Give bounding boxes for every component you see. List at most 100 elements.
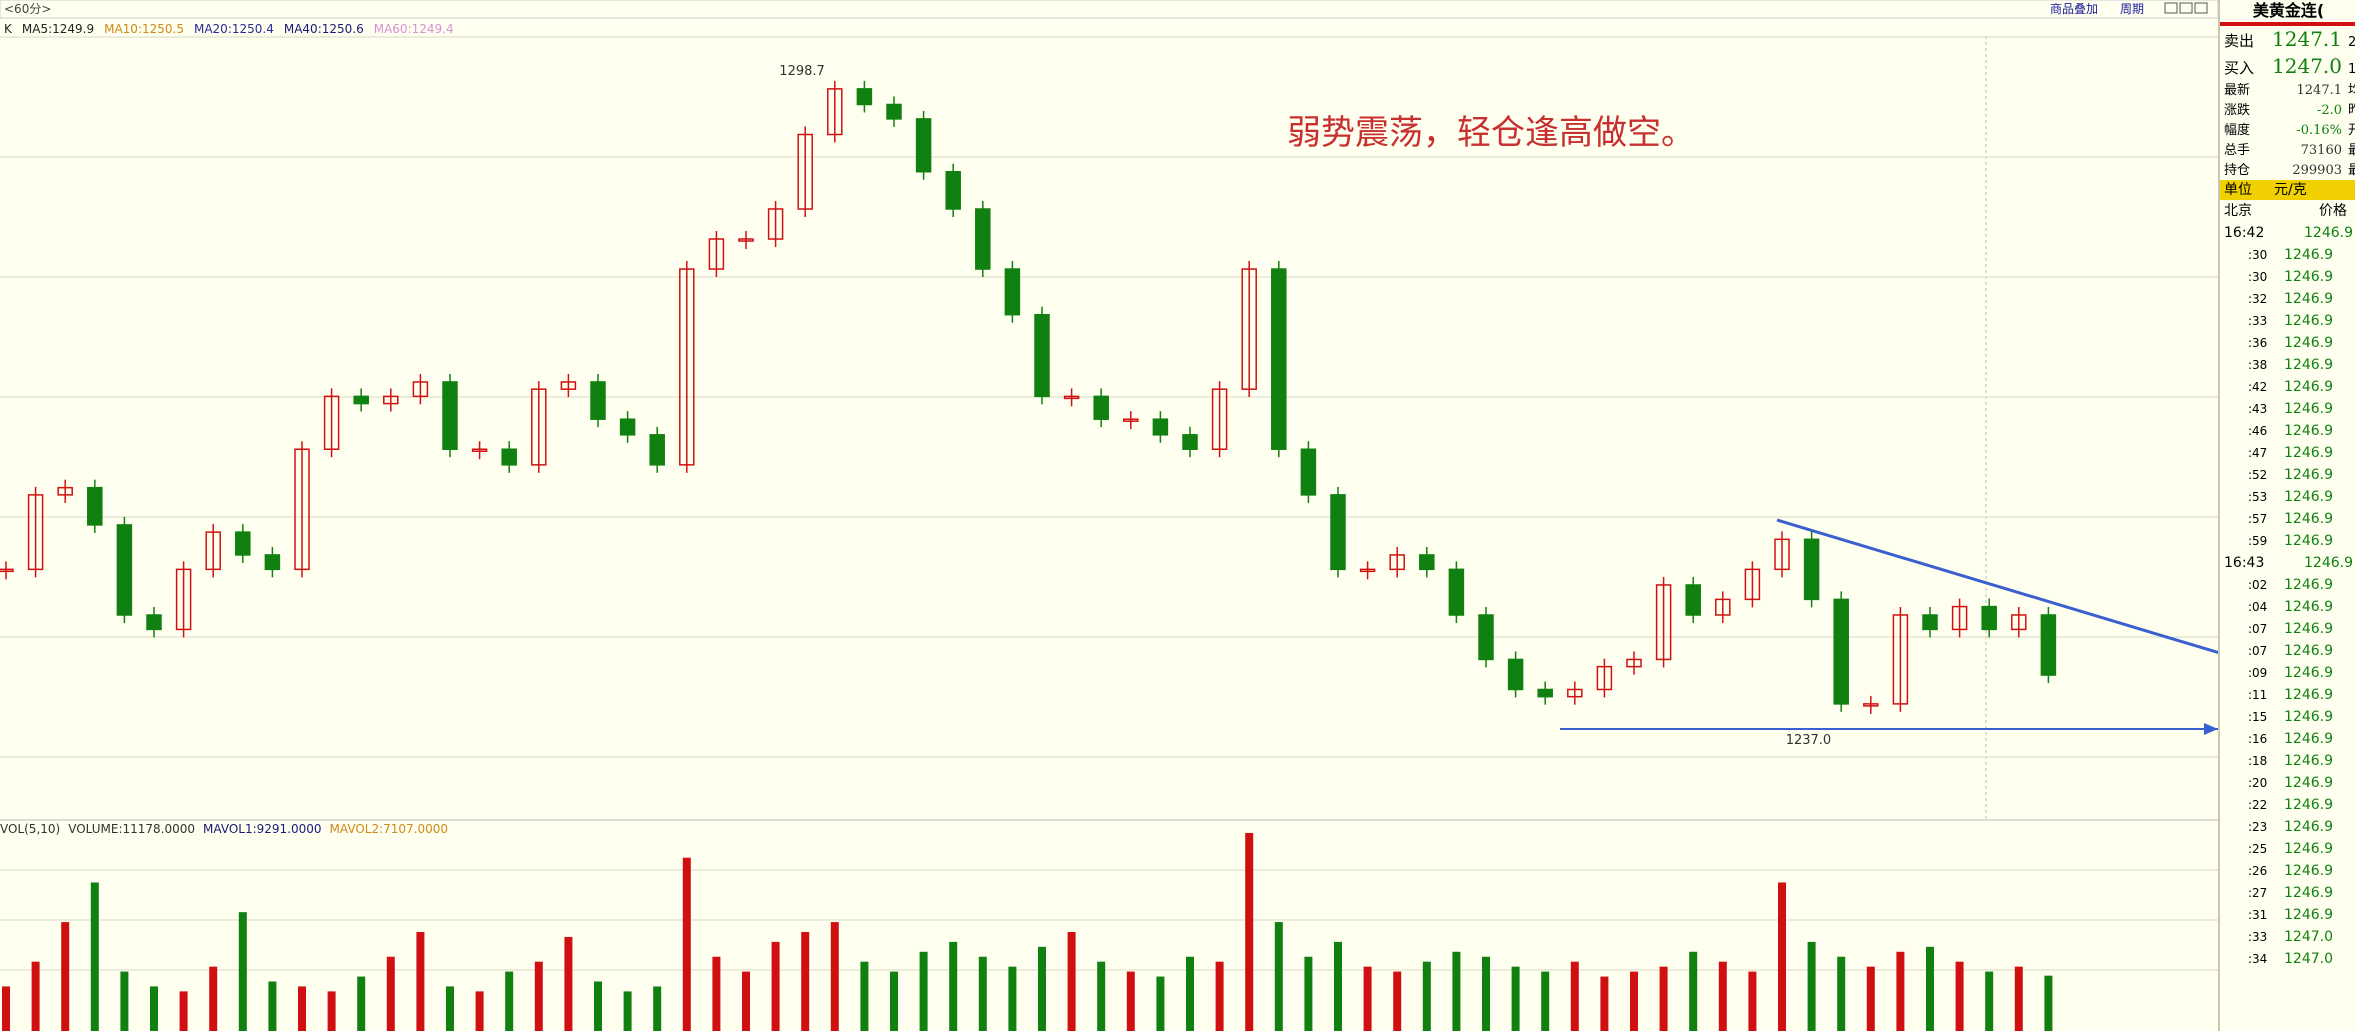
candle-body [1626, 658, 1642, 668]
tick-time: :22 [2248, 798, 2268, 812]
tick-time: :31 [2248, 908, 2268, 922]
volume-bar [31, 961, 40, 1031]
tick-row: :43 1246.9 [2220, 398, 2355, 420]
quote-value: 73160 [2300, 143, 2342, 158]
tick-row: :32 1246.9 [2220, 288, 2355, 310]
candle-body [856, 88, 873, 106]
candle-body [1004, 268, 1021, 316]
candle-body [1389, 554, 1405, 571]
volume-bar [150, 986, 158, 1031]
candle-body [738, 238, 754, 242]
quote-row: 涨跌 -2.0昨 [2220, 100, 2355, 120]
tick-price: 1246.9 [2284, 533, 2333, 549]
volume-bar [179, 991, 188, 1031]
tick-price: 1246.9 [2284, 291, 2333, 307]
volume-bar [1038, 946, 1046, 1031]
tick-time: :46 [2248, 424, 2268, 438]
tick-price: 1246.9 [2284, 269, 2333, 285]
tick-row: 16:43 1246.9 [2220, 552, 2355, 574]
candle-body [353, 395, 369, 405]
volume-bar [90, 882, 99, 1031]
unit-row: 单位 元/克 [2220, 180, 2355, 200]
quote-label: 总手 [2224, 143, 2251, 158]
tick-time: :59 [2248, 534, 2268, 548]
volume-bar [1097, 961, 1106, 1031]
tick-row: :20 1246.9 [2220, 772, 2355, 794]
candle-body [294, 448, 310, 571]
tick-price: 1246.9 [2284, 423, 2333, 439]
tick-list: 16:42 1246.9:30 1246.9:30 1246.9:32 1246.9:3… [2220, 222, 2355, 970]
candle-body [175, 568, 192, 631]
tick-row: :09 1246.9 [2220, 662, 2355, 684]
candle-body [383, 395, 399, 405]
volume-bar [446, 986, 454, 1031]
candle-body [560, 381, 577, 390]
candle-body [2040, 614, 2057, 676]
volume-bar [209, 966, 218, 1031]
volume-bar [534, 961, 543, 1031]
tick-time: :23 [2248, 820, 2268, 834]
tick-header-time: 北京 [2224, 203, 2252, 219]
candle-body [767, 208, 784, 240]
tick-row: :07 1246.9 [2220, 640, 2355, 662]
period-button[interactable]: 周期 [2120, 2, 2144, 16]
tick-time: :33 [2248, 930, 2268, 944]
tick-time: :09 [2248, 666, 2268, 680]
volume-bar [1718, 961, 1727, 1031]
tick-price: 1246.9 [2284, 731, 2333, 747]
quote-panel: 美黄金连( 卖出1247.12买入1247.01最新1247.1均涨跌-2.0昨… [2218, 0, 2355, 1031]
tick-time: :57 [2248, 512, 2268, 526]
candle-body [708, 238, 725, 270]
quote-row: 总手 73160最 [2220, 140, 2355, 160]
volume-bar [357, 976, 366, 1031]
volume-bar [860, 961, 869, 1031]
volume-bar [1334, 941, 1342, 1031]
period-label[interactable]: <60分> [4, 2, 51, 16]
volume-bar [1452, 951, 1461, 1031]
candle-body [1359, 568, 1376, 573]
tick-time: :27 [2248, 886, 2268, 900]
volume-bar [268, 981, 277, 1031]
tick-time: :02 [2248, 578, 2268, 592]
grid [0, 36, 2218, 971]
volume-bar [742, 971, 750, 1031]
tick-time: :25 [2248, 842, 2268, 856]
volume-bar [1955, 961, 1964, 1031]
candle-body [87, 486, 103, 526]
volume-bar [1304, 956, 1313, 1031]
candle-body [1863, 703, 1879, 707]
volume-bar [1985, 971, 1994, 1031]
volume-bar [594, 981, 602, 1031]
tick-time: :52 [2248, 468, 2268, 482]
tick-row: :18 1246.9 [2220, 750, 2355, 772]
candle-body [1685, 584, 1701, 616]
quote-extra: 2 [2342, 35, 2355, 50]
tick-time: :26 [2248, 864, 2268, 878]
candle-body [915, 118, 932, 173]
tick-price: 1246.9 [2284, 885, 2333, 901]
quote-label: 幅度 [2224, 123, 2251, 138]
tick-row: :36 1246.9 [2220, 332, 2355, 354]
tick-time: :04 [2248, 600, 2268, 614]
candle-body [1182, 434, 1198, 450]
volume-bar [2, 986, 10, 1031]
volume-bar [1600, 976, 1609, 1031]
candle-body [1655, 584, 1672, 661]
tick-header: 北京 价格 [2220, 200, 2355, 222]
volume-bar [771, 941, 780, 1031]
candle-body [2011, 614, 2027, 631]
chart: <60分> 商品叠加 周期 弱势震荡，轻仓逢高做空。 K MA5:1249.9 MA… [0, 0, 2218, 1031]
candle-body [1892, 614, 1909, 705]
ma-legend: MA10:1250.5 [104, 22, 184, 36]
tick-price: 1246.9 [2284, 357, 2333, 373]
quote-label: 卖出 [2224, 32, 2255, 50]
candle-body [827, 88, 843, 136]
volume-bar [1748, 971, 1757, 1031]
candle-body [975, 208, 991, 270]
volume-bar [238, 912, 247, 1031]
volume-bar [1067, 931, 1076, 1031]
tick-row: :38 1246.9 [2220, 354, 2355, 376]
tick-price: 1246.9 [2284, 907, 2333, 923]
tick-time: :30 [2248, 248, 2268, 262]
overlay-button[interactable]: 商品叠加 [2050, 1, 2098, 16]
